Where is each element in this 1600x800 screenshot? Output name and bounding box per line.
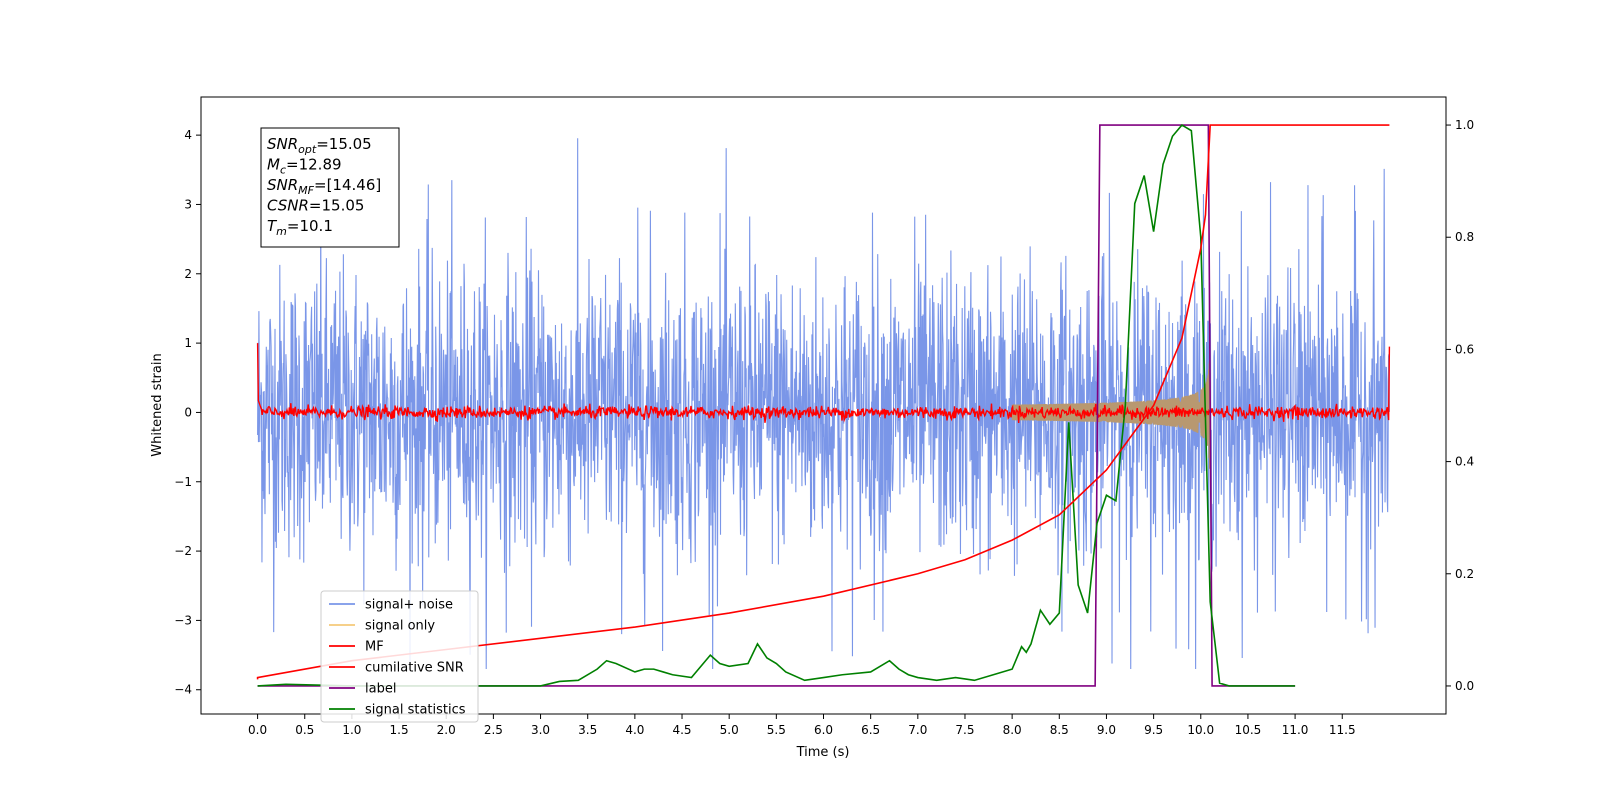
x-tick-label: 0.5 xyxy=(295,723,314,737)
legend-entry: label xyxy=(365,682,396,697)
x-tick-label: 6.0 xyxy=(814,723,833,737)
x-tick-label: 8.5 xyxy=(1050,723,1069,737)
y-tick-label: 4 xyxy=(184,128,192,142)
legend-entry: signal+ noise xyxy=(365,598,453,613)
x-tick-label: 2.0 xyxy=(437,723,456,737)
x-tick-label: 1.5 xyxy=(390,723,409,737)
y-tick-label: −1 xyxy=(174,475,192,489)
x-tick-label: 7.0 xyxy=(908,723,927,737)
y-tick-label: −4 xyxy=(174,683,192,697)
legend-entry: signal statistics xyxy=(365,703,466,718)
x-tick-label: 10.5 xyxy=(1235,723,1262,737)
legend-entry: MF xyxy=(365,640,384,655)
x-tick-label: 4.0 xyxy=(625,723,644,737)
stats-box-frame xyxy=(260,127,400,248)
y2-tick-label: 0.4 xyxy=(1455,455,1474,469)
y2-tick-label: 0.6 xyxy=(1455,342,1474,356)
x-tick-label: 5.5 xyxy=(767,723,786,737)
stats-box-line: SNRMF=[14.46] xyxy=(267,176,381,197)
x-tick-label: 0.0 xyxy=(248,723,267,737)
y-axis-label: Whitened strain xyxy=(150,353,165,456)
x-tick-label: 10.0 xyxy=(1187,723,1214,737)
legend-frame xyxy=(320,590,479,723)
x-tick-label: 9.5 xyxy=(1144,723,1163,737)
x-tick-label: 3.5 xyxy=(578,723,597,737)
x-tick-label: 8.0 xyxy=(1003,723,1022,737)
x-tick-label: 7.5 xyxy=(955,723,974,737)
stats-box-line: Tm=10.1 xyxy=(267,217,333,238)
y-tick-label: 0 xyxy=(184,405,192,419)
y-axis: 4 3 2 1 0 −1 −2 −3 −4 xyxy=(174,128,201,697)
stats-box-line: Mc=12.89 xyxy=(267,156,342,177)
mf-line xyxy=(256,343,1391,424)
x-tick-label: 2.5 xyxy=(484,723,503,737)
x-axis-label: Time (s) xyxy=(796,745,850,760)
y2-tick-label: 0.0 xyxy=(1455,679,1474,693)
y-tick-label: 3 xyxy=(184,197,192,211)
legend: signal+ noise signal only MF cumilative SNR… xyxy=(320,590,479,723)
stats-box: SNRopt=15.05Mc=12.89SNRMF=[14.46]CSNR=15… xyxy=(260,127,400,248)
x-tick-label: 9.0 xyxy=(1097,723,1116,737)
plot-area xyxy=(256,124,1391,687)
x-axis: 0.0 0.5 1.0 1.5 2.0 2.5 3.0 3.5 4.0 4.5 5.0 5.5 6.0 6… xyxy=(248,714,1356,737)
y2-tick-label: 1.0 xyxy=(1455,118,1474,132)
signal-statistics-line xyxy=(257,124,1296,687)
x-tick-label: 6.5 xyxy=(861,723,880,737)
y2-axis: 1.0 0.8 0.6 0.4 0.2 0.0 xyxy=(1446,118,1474,693)
x-tick-label: 3.0 xyxy=(531,723,550,737)
label-line xyxy=(257,124,1296,687)
legend-entry: cumilative SNR xyxy=(365,661,464,676)
y-tick-label: 1 xyxy=(184,336,192,350)
x-tick-label: 11.0 xyxy=(1282,723,1309,737)
stats-box-line: CSNR=15.05 xyxy=(267,197,364,215)
x-tick-label: 4.5 xyxy=(672,723,691,737)
mf-series-group xyxy=(256,343,1391,424)
x-tick-label: 5.0 xyxy=(720,723,739,737)
x-tick-label: 11.5 xyxy=(1329,723,1356,737)
x-tick-label: 1.0 xyxy=(342,723,361,737)
y2-tick-label: 0.8 xyxy=(1455,230,1474,244)
y2-tick-label: 0.2 xyxy=(1455,567,1474,581)
y-tick-label: 2 xyxy=(184,267,192,281)
legend-entry: signal only xyxy=(365,619,435,634)
y-tick-label: −3 xyxy=(174,613,192,627)
y-tick-label: −2 xyxy=(174,544,192,558)
stats-box-line: SNRopt=15.05 xyxy=(267,135,372,156)
